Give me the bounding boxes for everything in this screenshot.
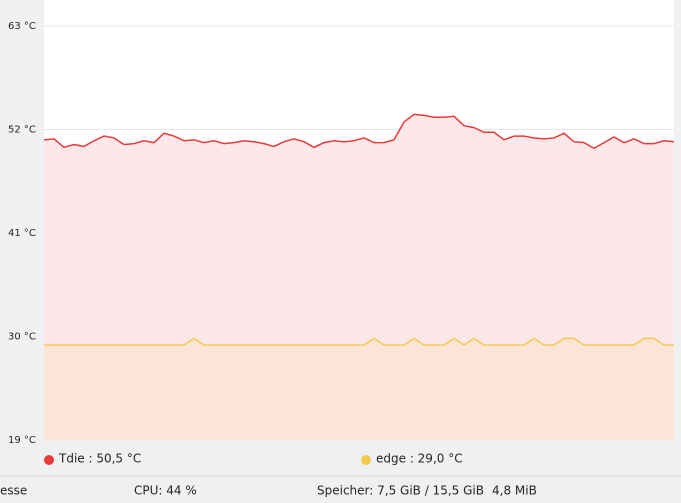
series-area	[44, 338, 674, 440]
y-tick-label: 41 °C	[8, 228, 36, 239]
legend-label: Tdie : 50,5 °C	[58, 452, 141, 466]
status-text: 4,8 MiB	[492, 484, 537, 498]
y-tick-label: 30 °C	[8, 331, 36, 342]
y-tick-label: 19 °C	[8, 435, 36, 446]
status-text: CPU: 44 %	[134, 484, 197, 498]
legend-label: edge : 29,0 °C	[376, 452, 463, 466]
legend-dot	[44, 455, 54, 465]
status-text: esse	[0, 484, 27, 498]
y-tick-label: 63 °C	[8, 21, 36, 32]
y-tick-label: 52 °C	[8, 124, 36, 135]
series-line	[44, 337, 674, 346]
series-line	[43, 113, 675, 150]
legend-dot	[361, 455, 371, 465]
status-text: Speicher: 7,5 GiB / 15,5 GiB	[317, 484, 484, 498]
